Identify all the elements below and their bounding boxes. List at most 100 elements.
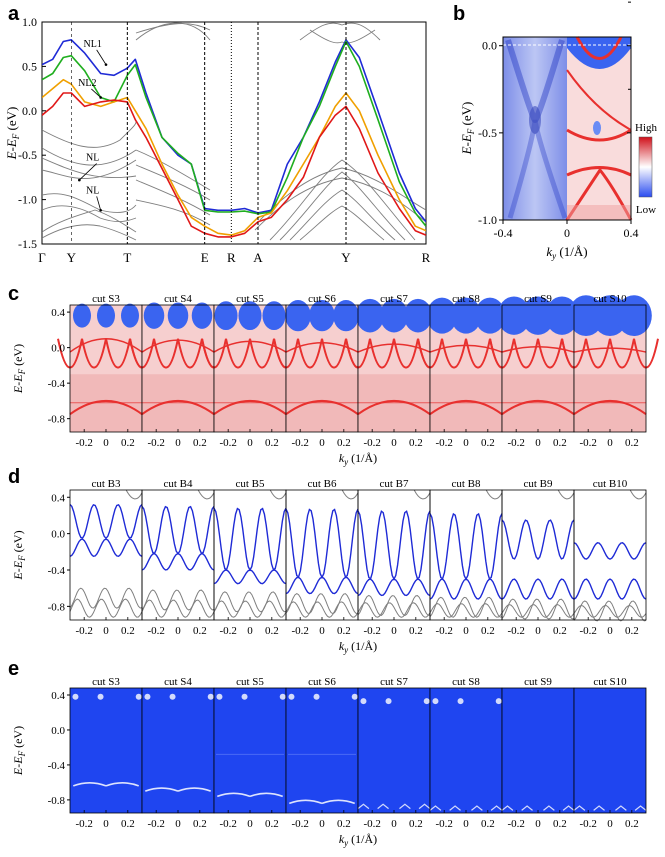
- blue-band-lower-5: [429, 578, 503, 600]
- cut-panel-7: cut B10 -0.2 0 0.2: [573, 478, 647, 637]
- blue-band-lower-0: [69, 538, 143, 558]
- blue-band-upper-3: [285, 508, 359, 579]
- y-tick-label-5: -1.5: [18, 237, 37, 251]
- surface-arc-a-2: [216, 792, 251, 798]
- cut-x-tick-label-4-1: 0: [391, 818, 397, 830]
- cut-x-tick-label-1-1: 0: [175, 625, 181, 637]
- gray-band-a-2: [213, 591, 287, 613]
- cut-y-tick-label-1: 0.0: [51, 343, 65, 355]
- cut-title-0: cut S3: [92, 676, 120, 688]
- cut-title-2: cut B5: [235, 478, 265, 490]
- cut-arc-4: [357, 343, 431, 353]
- cut-panel-5: cut S8 -0.2 0 0.2: [429, 676, 503, 830]
- cut-panel-7: cut S10 -0.2 0 0.2: [573, 676, 647, 830]
- surface-v-6-1: [521, 805, 533, 811]
- cut-panel-1: cut S4 -0.2 0 0.2: [141, 676, 215, 830]
- cut-x-tick-label-7-1: 0: [607, 625, 613, 637]
- cut-x-tick-label-5-2: 0.2: [481, 818, 495, 830]
- panel-b-xlabel: ky (1/Å): [546, 244, 587, 261]
- annotation-arrowhead-3: [99, 208, 102, 212]
- cut-pocket-1-2: [191, 302, 213, 329]
- surface-v-7-1: [593, 805, 605, 811]
- annotation-3: NL: [86, 185, 99, 196]
- surface-v-4-2: [399, 803, 411, 810]
- band-line-red: [42, 92, 426, 238]
- cut-pocket-5-2: [474, 297, 506, 334]
- cut-x-tick-label-5-1: 0: [463, 437, 469, 449]
- cut-y-tick-label-0: 0.4: [51, 492, 65, 504]
- cut-x-tick-label-3-0: -0.2: [291, 625, 308, 637]
- gray-band-top-1: [197, 489, 215, 500]
- cut-xlabel-unit: (1/Å): [348, 832, 377, 846]
- surface-v-4-0: [357, 803, 370, 810]
- cut-x-tick-label-7-2: 0.2: [625, 818, 639, 830]
- cut-lower-arc-5: [429, 399, 503, 416]
- cut-xlabel-k: k: [339, 832, 345, 846]
- y-tick-label-3: -0.5: [18, 148, 37, 162]
- cut-band-2-1: [225, 338, 251, 369]
- panel-b-arpes-data: [503, 37, 567, 220]
- band-line-green: [42, 40, 426, 227]
- blue-band-upper-4: [357, 510, 431, 581]
- cut-x-tick-label-3-2: 0.2: [337, 437, 351, 449]
- cut-x-tick-label-1-2: 0.2: [193, 437, 207, 449]
- cut-panel-4: cut B7 -0.2 0 0.2: [357, 478, 431, 637]
- cut-pocket-5-0: [426, 297, 458, 334]
- cut-xlabel-sub: y: [343, 457, 348, 467]
- cut-x-tick-label-6-1: 0: [535, 625, 541, 637]
- surface-dot-2-1: [241, 693, 248, 700]
- gray-band-a-0: [69, 587, 143, 609]
- annotation-arrowhead-0: [104, 63, 108, 66]
- cut-x-tick-label-6-0: -0.2: [507, 437, 524, 449]
- cut-title-1: cut S4: [164, 293, 192, 305]
- cut-x-tick-label-3-1: 0: [319, 818, 325, 830]
- cut-x-tick-label-0-1: 0: [103, 437, 109, 449]
- cut-x-tick-label-2-1: 0: [247, 437, 253, 449]
- cut-panel-2: cut S5 -0.2 0 0.2: [213, 676, 287, 830]
- cut-x-tick-label-1-0: -0.2: [147, 818, 164, 830]
- cut-x-tick-label-7-0: -0.2: [579, 437, 596, 449]
- band-line-blue: [42, 39, 426, 223]
- cut-x-tick-label-4-2: 0.2: [409, 625, 423, 637]
- cut-x-tick-label-3-0: -0.2: [291, 818, 308, 830]
- cut-bg-7: [574, 688, 646, 813]
- y-tick-label-1: 0.5: [22, 59, 37, 73]
- cut-panel-3: cut B6 -0.2 0 0.2: [285, 478, 359, 637]
- cut-x-tick-label-0-2: 0.2: [121, 818, 135, 830]
- cut-x-tick-label-1-2: 0.2: [193, 818, 207, 830]
- cut-band-3-2: [321, 338, 347, 369]
- gray-band-b-7: [573, 604, 647, 618]
- surface-dot-1-1: [169, 693, 176, 700]
- panel-b-ticks: 0.0 -0.5 -1.0-0.4 0 0.4: [478, 1, 639, 240]
- b-y-tick-label-0: 0.0: [482, 39, 497, 53]
- cut-arc-0: [69, 338, 143, 353]
- cut-title-0: cut B3: [91, 478, 121, 490]
- surface-dot-0-0: [72, 693, 79, 700]
- cut-title-2: cut S5: [236, 676, 264, 688]
- cut-x-tick-label-5-0: -0.2: [435, 818, 452, 830]
- cut-title-5: cut S8: [452, 676, 480, 688]
- cut-title-1: cut B4: [163, 478, 193, 490]
- cut-ylabel-main: E-E: [11, 756, 25, 776]
- cut-x-tick-label-7-1: 0: [607, 437, 613, 449]
- annotation-0: NL1: [83, 39, 101, 50]
- cut-pocket-4-0: [355, 298, 385, 333]
- gray-band-b-6: [501, 604, 575, 618]
- surface-dot-4-2: [423, 698, 430, 705]
- cut-y-tick-label-0: 0.4: [51, 307, 65, 319]
- cut-pocket-0-1: [97, 303, 115, 328]
- cut-panel-3: cut S6 -0.2 0 0.2: [273, 293, 371, 449]
- panel-a-kpoint-lines: [71, 22, 347, 244]
- gray-band-top-6: [557, 489, 575, 500]
- surface-dot-5-2: [495, 698, 502, 705]
- surface-dot-0-2: [135, 693, 142, 700]
- cut-band-1-1: [153, 338, 179, 369]
- kpoint-label-1: Y: [67, 250, 77, 265]
- cut-bg-4: [358, 688, 430, 813]
- gray-band-a-4: [357, 594, 431, 617]
- cut-ylabel: E-EF (eV): [11, 530, 27, 580]
- cut-x-tick-label-5-2: 0.2: [481, 625, 495, 637]
- cut-pocket-0-2: [121, 303, 139, 328]
- blue-band-upper-7: [573, 542, 647, 560]
- cut-bg-6: [502, 688, 574, 813]
